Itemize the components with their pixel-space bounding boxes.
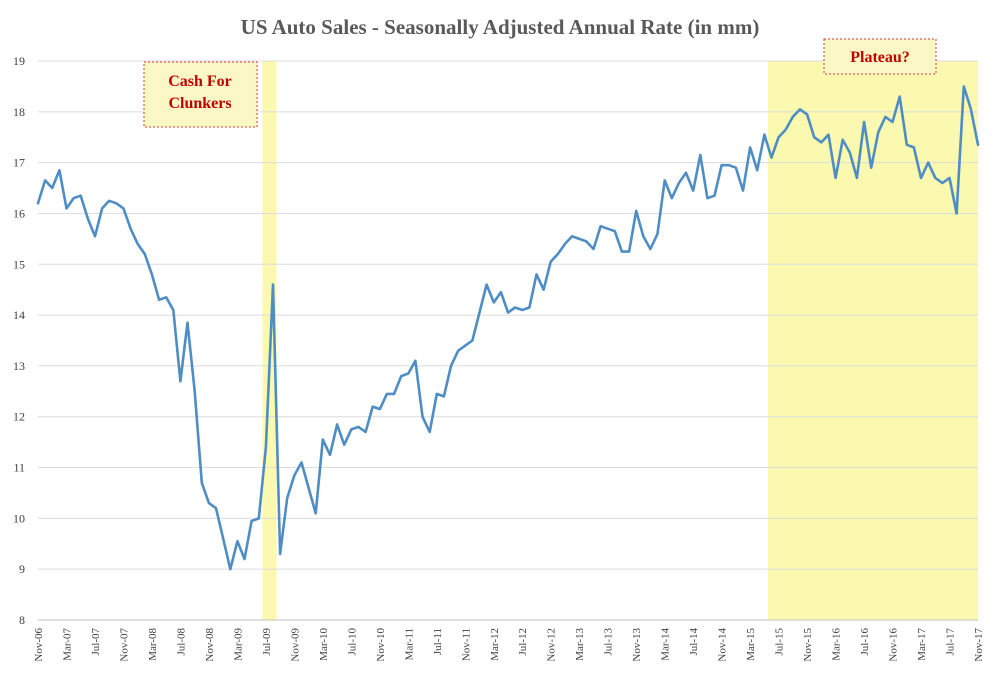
- x-tick-label: Mar-11: [403, 628, 415, 660]
- x-axis: Nov-06 Mar-07 Jul-07 Nov-07 Mar-08 Jul-08 Nov-…: [33, 628, 985, 662]
- x-tick-label: Jul-15: [774, 628, 786, 656]
- y-tick-label: 19: [13, 54, 25, 68]
- annotation-plateau: Plateau?: [850, 49, 910, 66]
- x-tick-label: Mar-17: [916, 628, 928, 661]
- x-tick-label: Mar-15: [745, 628, 757, 661]
- y-tick-label: 17: [13, 156, 25, 170]
- annotation-cash-for-clunkers: Cash For Clunkers: [168, 73, 232, 112]
- x-tick-label: Nov-11: [460, 628, 472, 661]
- x-tick-label: Nov-14: [717, 628, 729, 662]
- annotation-box-plateau: [823, 38, 937, 75]
- x-tick-label: Nov-17: [973, 628, 985, 662]
- y-tick-label: 8: [19, 613, 25, 627]
- chart-title: US Auto Sales - Seasonally Adjusted Annu…: [241, 15, 760, 39]
- gridlines: [38, 60, 978, 621]
- highlight-band: [767, 61, 978, 620]
- x-tick-label: Jul-07: [90, 628, 102, 656]
- y-tick-label: 12: [13, 410, 25, 424]
- x-tick-label: Mar-13: [574, 628, 586, 661]
- x-tick-label: Mar-07: [61, 628, 73, 661]
- y-tick-label: 11: [13, 461, 25, 475]
- x-tick-label: Jul-13: [603, 628, 615, 656]
- x-tick-label: Mar-14: [660, 628, 672, 661]
- x-tick-label: Nov-15: [802, 628, 814, 662]
- y-tick-label: 9: [19, 562, 25, 576]
- x-tick-label: Nov-09: [289, 628, 301, 662]
- x-tick-label: Jul-08: [175, 628, 187, 656]
- x-tick-label: Mar-12: [489, 628, 501, 661]
- y-tick-label: 16: [13, 206, 25, 220]
- y-tick-label: 18: [13, 105, 25, 119]
- y-tick-label: 13: [13, 359, 25, 373]
- x-tick-label: Jul-17: [945, 628, 957, 656]
- y-tick-label: 14: [13, 308, 25, 322]
- x-tick-label: Jul-11: [432, 628, 444, 655]
- series-line: [36, 85, 980, 571]
- y-tick-label: 10: [13, 511, 25, 525]
- x-tick-label: Jul-16: [859, 628, 871, 656]
- x-tick-label: Nov-13: [631, 628, 643, 662]
- x-tick-label: Jul-10: [346, 628, 358, 656]
- x-tick-label: Nov-16: [888, 628, 900, 662]
- x-tick-label: Nov-10: [375, 628, 387, 662]
- x-tick-label: Nov-07: [118, 628, 130, 662]
- highlight-regions: [262, 61, 978, 620]
- x-tick-label: Mar-16: [831, 628, 843, 661]
- annotation-box-cash-for-clunkers: [143, 61, 258, 128]
- x-tick-label: Jul-09: [261, 628, 273, 656]
- x-tick-label: Mar-09: [232, 628, 244, 661]
- x-tick-label: Jul-14: [688, 628, 700, 656]
- x-tick-label: Nov-08: [204, 628, 216, 662]
- annotations: Cash For Clunkers Plateau?: [143, 38, 937, 128]
- x-tick-label: Nov-12: [546, 628, 558, 662]
- x-tick-label: Jul-12: [517, 628, 529, 656]
- y-tick-label: 15: [13, 257, 25, 271]
- y-axis: 8 9 10 11 12 13 14 15 16 17 18 19: [13, 54, 25, 627]
- series-lines: [36, 85, 980, 571]
- x-tick-label: Nov-06: [33, 628, 45, 662]
- x-tick-label: Mar-10: [318, 628, 330, 661]
- x-tick-label: Mar-08: [147, 628, 159, 661]
